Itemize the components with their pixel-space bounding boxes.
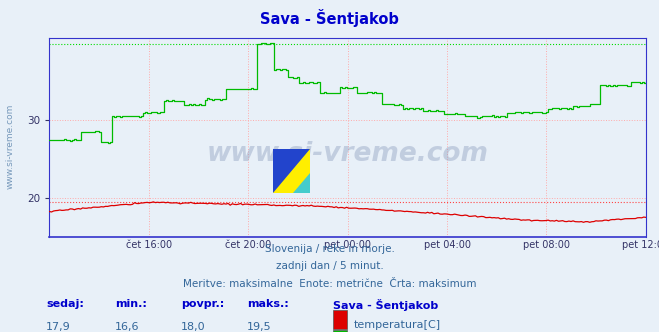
Text: Slovenija / reke in morje.: Slovenija / reke in morje. bbox=[264, 244, 395, 254]
Text: 19,5: 19,5 bbox=[247, 322, 272, 332]
Polygon shape bbox=[273, 149, 310, 193]
Polygon shape bbox=[273, 149, 310, 193]
Text: zadnji dan / 5 minut.: zadnji dan / 5 minut. bbox=[275, 261, 384, 271]
Text: Meritve: maksimalne  Enote: metrične  Črta: maksimum: Meritve: maksimalne Enote: metrične Črta… bbox=[183, 279, 476, 289]
Text: www.si-vreme.com: www.si-vreme.com bbox=[5, 103, 14, 189]
Text: 17,9: 17,9 bbox=[46, 322, 71, 332]
Text: www.si-vreme.com: www.si-vreme.com bbox=[207, 141, 488, 167]
Text: Sava - Šentjakob: Sava - Šentjakob bbox=[333, 299, 438, 311]
Text: maks.:: maks.: bbox=[247, 299, 289, 309]
Text: 16,6: 16,6 bbox=[115, 322, 140, 332]
Text: min.:: min.: bbox=[115, 299, 147, 309]
Text: temperatura[C]: temperatura[C] bbox=[354, 320, 441, 330]
Text: povpr.:: povpr.: bbox=[181, 299, 225, 309]
Text: sedaj:: sedaj: bbox=[46, 299, 84, 309]
Text: 18,0: 18,0 bbox=[181, 322, 206, 332]
Text: Sava - Šentjakob: Sava - Šentjakob bbox=[260, 9, 399, 27]
Polygon shape bbox=[293, 173, 310, 193]
